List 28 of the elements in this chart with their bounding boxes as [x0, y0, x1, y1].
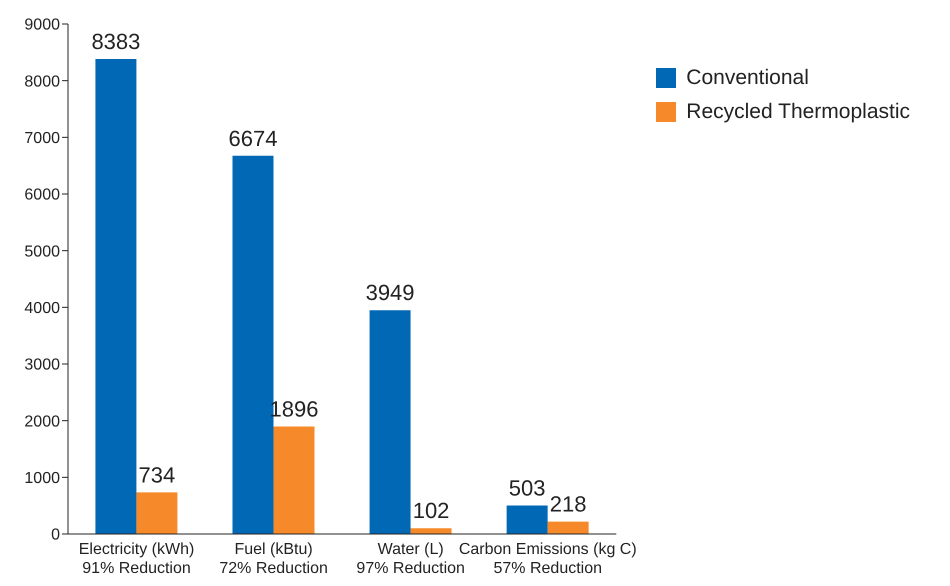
bar — [506, 505, 548, 534]
y-tick-label: 8000 — [24, 73, 60, 90]
y-tick-label: 2000 — [24, 413, 60, 430]
bar — [273, 426, 314, 534]
y-tick-label: 0 — [51, 526, 60, 544]
y-tick-label: 5000 — [24, 243, 60, 260]
y-tick-label: 3000 — [24, 356, 60, 374]
legend-label: Recycled Thermoplastic — [686, 100, 910, 124]
data-label: 8383 — [91, 28, 140, 54]
x-tick-label: Electricity (kWh) 91% Reduction — [78, 541, 194, 577]
legend-label: Conventional — [686, 66, 809, 90]
bar — [95, 58, 136, 534]
y-tick-label: 9000 — [24, 16, 60, 34]
bar — [548, 522, 589, 534]
y-tick-label: 7000 — [24, 130, 60, 148]
data-label: 6674 — [228, 126, 278, 151]
data-label: 3949 — [366, 280, 415, 306]
data-label: 503 — [508, 475, 546, 500]
data-label: 734 — [138, 462, 176, 488]
data-label: 218 — [550, 492, 586, 517]
x-tick-label: Fuel (kBtu) 72% Reduction — [219, 541, 328, 577]
y-tick-label: 1000 — [24, 470, 60, 488]
y-tick-label: 4000 — [24, 300, 60, 318]
y-tick-label: 6000 — [24, 186, 60, 204]
bar — [410, 528, 452, 534]
bar — [370, 310, 411, 534]
bar — [136, 492, 178, 534]
data-label: 102 — [412, 498, 450, 524]
